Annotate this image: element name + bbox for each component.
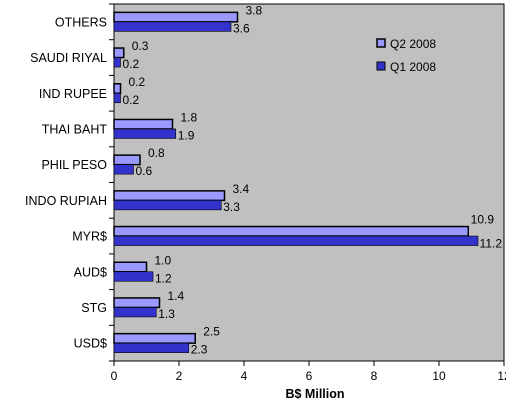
data-label: 0.6 xyxy=(136,164,153,178)
bar-q2 xyxy=(113,225,469,237)
category-label: THAI BAHT xyxy=(42,122,108,136)
data-label: 1.2 xyxy=(155,271,172,285)
category-label: USD$ xyxy=(74,337,107,351)
category-label: STG xyxy=(81,301,107,315)
bar-q2 xyxy=(113,11,239,23)
x-tick-label: 2 xyxy=(176,369,183,383)
bar-q1 xyxy=(113,57,121,68)
bar-q1 xyxy=(113,200,222,211)
data-label: 0.2 xyxy=(123,93,140,107)
bar-q1 xyxy=(113,164,134,175)
category-label: MYR$ xyxy=(72,230,107,244)
bar-q1 xyxy=(113,235,479,246)
x-tick-label: 10 xyxy=(432,369,446,383)
category-label: IND RUPEE xyxy=(39,87,107,101)
legend-swatch-q2 xyxy=(376,38,386,48)
data-label: 1.3 xyxy=(158,307,175,321)
legend: Q2 2008 Q1 2008 xyxy=(376,37,436,74)
x-tick-label: 12 xyxy=(497,369,506,383)
data-label: 0.2 xyxy=(129,75,146,89)
legend-label-q2: Q2 2008 xyxy=(390,37,436,51)
x-tick-label: 6 xyxy=(306,369,313,383)
bar-q1 xyxy=(113,128,177,139)
x-axis-title: B$ Million xyxy=(285,387,344,401)
bar-q2 xyxy=(113,261,148,273)
bar-q2 xyxy=(113,118,174,130)
data-label: 0.3 xyxy=(132,39,149,53)
bars-group: 3.8 3.6 0.3 0.2 0.2 0.2 1.8 1.9 0.8 0.6 3.4 3.3 10.9… xyxy=(113,3,503,357)
bar-q1 xyxy=(113,271,154,282)
legend-label-q1: Q1 2008 xyxy=(390,60,436,74)
category-label: SAUDI RIYAL xyxy=(30,51,107,65)
x-tick-label: 4 xyxy=(241,369,248,383)
bar-q2 xyxy=(113,332,196,344)
category-label: OTHERS xyxy=(55,15,107,29)
data-label: 0.2 xyxy=(123,57,140,71)
data-label: 3.6 xyxy=(233,21,250,35)
data-label: 10.9 xyxy=(471,213,495,227)
data-label: 1.0 xyxy=(155,253,172,267)
bar-q2 xyxy=(113,297,161,309)
category-label: AUD$ xyxy=(74,265,107,279)
data-label: 3.3 xyxy=(223,200,240,214)
category-label: PHIL PESO xyxy=(41,158,107,172)
bar-q1 xyxy=(113,21,232,32)
bar-q1 xyxy=(113,92,121,104)
data-label: 2.3 xyxy=(191,343,208,357)
data-label: 1.8 xyxy=(181,110,198,124)
bar-q2 xyxy=(113,190,226,202)
x-tick-label: 8 xyxy=(371,369,378,383)
bar-q1 xyxy=(113,307,157,318)
plot-area xyxy=(113,3,505,362)
x-axis-ticks: 0 2 4 6 8 10 12 xyxy=(109,3,506,383)
legend-swatch-q1 xyxy=(376,61,386,71)
data-label: 3.8 xyxy=(246,3,263,17)
category-label: INDO RUPIAH xyxy=(25,194,107,208)
data-label: 2.5 xyxy=(203,325,220,339)
category-labels: OTHERS SAUDI RIYAL IND RUPEE THAI BAHT PHIL … xyxy=(25,15,107,350)
data-label: 3.4 xyxy=(233,182,250,196)
data-label: 0.8 xyxy=(148,146,165,160)
bar-q2 xyxy=(113,83,122,94)
bar-q1 xyxy=(113,342,190,353)
data-label: 1.9 xyxy=(178,128,195,142)
data-label: 1.4 xyxy=(168,289,185,303)
x-tick-label: 0 xyxy=(111,369,118,383)
data-label: 11.2 xyxy=(480,237,503,251)
